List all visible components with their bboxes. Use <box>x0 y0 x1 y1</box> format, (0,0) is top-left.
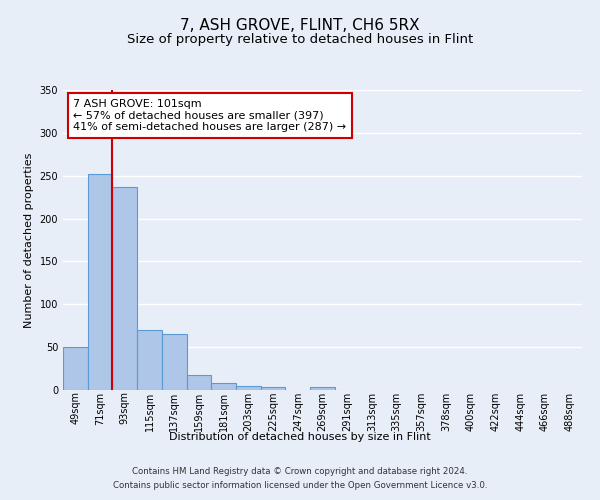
Text: Distribution of detached houses by size in Flint: Distribution of detached houses by size … <box>169 432 431 442</box>
Text: 7 ASH GROVE: 101sqm
← 57% of detached houses are smaller (397)
41% of semi-detac: 7 ASH GROVE: 101sqm ← 57% of detached ho… <box>73 99 347 132</box>
Bar <box>112 187 137 390</box>
Bar <box>63 347 88 390</box>
Bar <box>236 386 261 390</box>
Text: Contains HM Land Registry data © Crown copyright and database right 2024.: Contains HM Land Registry data © Crown c… <box>132 468 468 476</box>
Text: Contains public sector information licensed under the Open Government Licence v3: Contains public sector information licen… <box>113 481 487 490</box>
Bar <box>162 334 187 390</box>
Bar <box>137 330 162 390</box>
Text: 7, ASH GROVE, FLINT, CH6 5RX: 7, ASH GROVE, FLINT, CH6 5RX <box>180 18 420 32</box>
Bar <box>88 174 112 390</box>
Bar <box>187 376 211 390</box>
Bar <box>310 386 335 390</box>
Text: Size of property relative to detached houses in Flint: Size of property relative to detached ho… <box>127 32 473 46</box>
Y-axis label: Number of detached properties: Number of detached properties <box>24 152 34 328</box>
Bar <box>211 383 236 390</box>
Bar <box>261 386 286 390</box>
